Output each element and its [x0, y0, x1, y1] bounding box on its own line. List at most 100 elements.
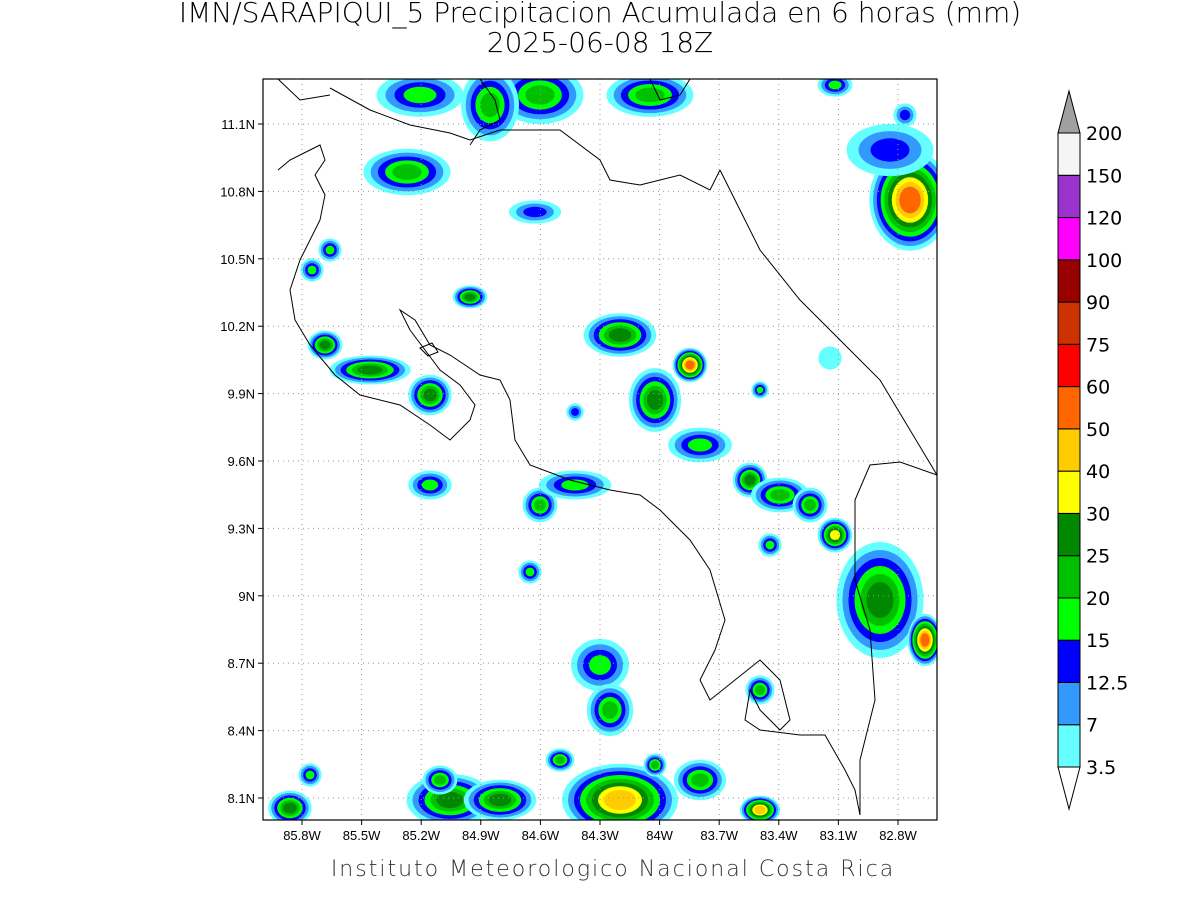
rain-cell: [685, 360, 695, 370]
colorbar-box: [1057, 724, 1081, 768]
colorbar-box: [1057, 555, 1081, 599]
rain-cell: [899, 186, 921, 214]
colorbar: 3.5 7 12.5 15 20 25 30 40 50 60 75 90 100 120 150 200: [1057, 89, 1128, 811]
lat-tick-label: 8.4N: [228, 724, 255, 739]
rain-cell: [754, 806, 766, 814]
rain-cell: [525, 567, 535, 577]
colorbar-label: 15: [1086, 630, 1110, 652]
subtitle: 2025-06-08 18Z: [487, 26, 713, 59]
colorbar-box: [1057, 259, 1081, 303]
rain-cell: [423, 388, 437, 402]
lat-tick-label: 9.3N: [228, 521, 255, 536]
lon-tick-label: 83.7W: [700, 828, 738, 843]
colorbar-box: [1057, 681, 1081, 726]
rain-cell: [571, 408, 579, 416]
lat-tick-label: 9.9N: [228, 387, 255, 402]
lake-shore: [277, 79, 691, 146]
lat-tick-label: 8.7N: [228, 656, 255, 671]
rain-cell: [818, 346, 842, 370]
rain-cell: [392, 164, 422, 180]
colorbar-box: [1057, 217, 1081, 261]
rain-cell: [436, 791, 464, 809]
colorbar-box: [1057, 301, 1081, 345]
rain-cell: [325, 245, 335, 255]
coastlines: [277, 79, 937, 816]
colorbar-label: 40: [1086, 461, 1110, 483]
lon-tick-label: 84.6W: [522, 828, 560, 843]
rain-cell: [687, 438, 713, 452]
colorbar-label: 7: [1086, 715, 1098, 737]
rain-cell: [480, 92, 500, 118]
lon-tick-label: 83.1W: [820, 828, 858, 843]
rain-cell: [589, 655, 611, 675]
colorbar-label: 90: [1086, 292, 1110, 314]
colorbar-box: [1057, 470, 1081, 514]
lat-tick-label: 11.1N: [221, 117, 255, 132]
lon-tick-label: 85.2W: [402, 828, 440, 843]
rain-cell: [602, 701, 618, 719]
lon-tick-label: 84.9W: [462, 828, 500, 843]
colorbar-over: [1057, 89, 1081, 134]
rain-cell: [765, 540, 775, 550]
rain-cell: [534, 499, 546, 511]
colorbar-label: 150: [1086, 165, 1122, 187]
colorbar-label: 75: [1086, 334, 1110, 356]
lat-tick-label: 10.2N: [220, 319, 255, 334]
map-frame: [262, 78, 938, 821]
lon-tick-label: 85.5W: [343, 828, 381, 843]
rain-cell: [756, 386, 764, 394]
rain-cell: [464, 293, 476, 301]
lon-tick-label: 84W: [646, 828, 673, 843]
rain-cell: [829, 529, 841, 541]
colorbar-box: [1057, 132, 1081, 176]
rain-cell: [770, 489, 790, 501]
lon-tick-label: 82.8W: [879, 828, 917, 843]
rain-cell: [804, 499, 816, 511]
rain-cell: [403, 86, 437, 104]
rain-cell: [635, 87, 665, 103]
colorbar-label: 60: [1086, 377, 1110, 399]
border: [329, 87, 721, 191]
colorbar-box: [1057, 512, 1081, 557]
colorbar-box: [1057, 639, 1081, 683]
rain-cell: [319, 340, 331, 350]
colorbar-box: [1057, 597, 1081, 641]
lat-tick-label: 10.8N: [220, 184, 255, 199]
rain-cell: [307, 265, 317, 275]
rain-cell: [283, 802, 297, 814]
rain-cell: [604, 790, 636, 810]
colorbar-label: 200: [1086, 123, 1122, 145]
rain-cell: [744, 474, 756, 486]
coastline: [277, 144, 861, 816]
rain-cell: [357, 365, 383, 375]
colorbar-label: 20: [1086, 588, 1110, 610]
footer: Instituto Meteorologico Nacional Costa R…: [331, 857, 895, 882]
lat-tick-label: 10.5N: [220, 252, 255, 267]
colorbar-under: [1057, 766, 1081, 811]
rain-cell: [870, 138, 910, 162]
rain-cell: [608, 328, 632, 342]
rain-cell: [691, 773, 709, 787]
lon-tick-label: 84.3W: [581, 828, 619, 843]
colorbar-box: [1057, 386, 1081, 430]
border: [854, 461, 937, 815]
rain-cell: [920, 633, 930, 647]
colorbar-label: 100: [1086, 250, 1122, 272]
rain-cell: [899, 109, 911, 121]
colorbar-box: [1057, 343, 1081, 388]
colorbar-label: 3.5: [1086, 757, 1116, 779]
lat-tick-label: 9N: [238, 589, 255, 604]
colorbar-label: 30: [1086, 503, 1110, 525]
coastline: [719, 169, 937, 476]
lat-tick-label: 8.1N: [228, 791, 255, 806]
colorbar-label: 25: [1086, 546, 1110, 568]
rain-cell: [488, 793, 512, 807]
rain-cell: [434, 775, 446, 785]
grid: 11.1N 10.8N 10.5N 10.2N 9.9N 9.6N 9.3N 9N 8.7N 8.…: [220, 79, 937, 843]
rain-cell: [828, 80, 842, 90]
colorbar-box: [1057, 174, 1081, 219]
rain-cell: [755, 685, 765, 695]
colorbar-label: 120: [1086, 208, 1122, 230]
rain-cell: [305, 770, 315, 780]
